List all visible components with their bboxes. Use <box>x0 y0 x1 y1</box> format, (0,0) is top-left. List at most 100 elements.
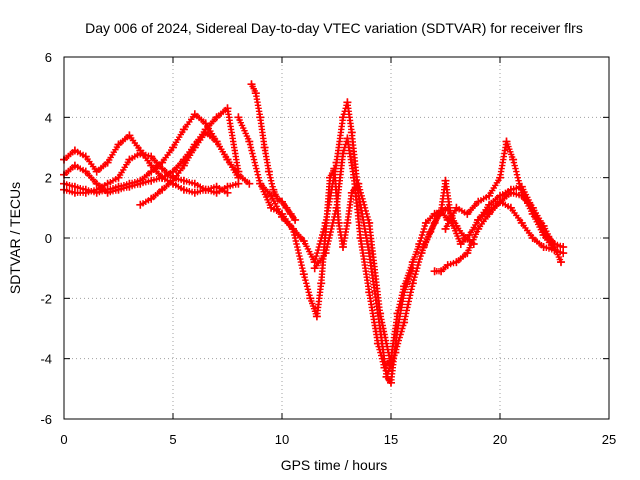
data-point <box>456 240 465 248</box>
data-point <box>373 339 382 348</box>
data-point <box>448 218 456 227</box>
data-point <box>517 182 526 191</box>
data-point <box>539 228 548 236</box>
data-point <box>343 98 352 107</box>
data-point <box>321 218 330 227</box>
data-point <box>103 179 112 188</box>
x-tick-label: 10 <box>275 432 289 447</box>
data-point <box>114 185 123 194</box>
data-point <box>332 203 341 212</box>
data-point <box>114 140 123 149</box>
data-point <box>190 110 199 119</box>
x-tick-label: 20 <box>493 432 507 447</box>
series-line <box>139 131 240 206</box>
data-point <box>347 128 356 137</box>
data-point <box>365 249 374 258</box>
data-point <box>430 218 439 227</box>
data-point <box>286 209 295 218</box>
data-point <box>356 234 365 242</box>
data-point <box>223 182 232 191</box>
data-point <box>212 113 221 122</box>
x-axis-label: GPS time / hours <box>281 457 388 473</box>
data-point <box>382 372 391 381</box>
data-point <box>400 318 409 327</box>
data-point <box>278 212 286 221</box>
axis-ticks: 0 5 10 15 20 25 -6 -4 -2 0 2 4 6 <box>40 50 616 447</box>
data-point <box>81 152 90 161</box>
data-point <box>267 191 276 200</box>
data-point <box>474 197 483 206</box>
data-point <box>234 179 243 188</box>
x-tick-label: 5 <box>169 432 176 447</box>
data-point <box>169 143 177 152</box>
data-point <box>312 312 321 321</box>
data-point <box>452 203 461 212</box>
data-point <box>136 149 145 158</box>
data-point <box>92 167 101 176</box>
data-point <box>380 363 389 372</box>
data-point <box>502 137 511 146</box>
data-point <box>136 200 145 209</box>
data-series-group <box>60 80 568 387</box>
y-tick-label: 6 <box>45 50 52 65</box>
data-point <box>559 243 568 251</box>
data-point <box>408 258 417 267</box>
data-point <box>70 161 79 170</box>
data-point <box>70 146 79 155</box>
data-point <box>169 173 177 182</box>
data-point <box>251 89 260 98</box>
data-point <box>437 206 446 215</box>
data-point <box>452 258 461 267</box>
series-sat-4 <box>136 128 243 209</box>
data-point <box>417 249 426 258</box>
data-point <box>474 224 483 233</box>
data-point <box>343 134 352 143</box>
data-point <box>485 206 494 215</box>
data-point <box>158 185 167 194</box>
data-point <box>474 215 483 224</box>
chart-title: Day 006 of 2024, Sidereal Day-to-day VTE… <box>85 20 583 36</box>
data-point <box>550 246 559 255</box>
data-point <box>306 294 315 303</box>
data-point <box>260 143 269 152</box>
data-point <box>437 267 446 276</box>
data-point <box>103 188 112 197</box>
series-sat-14 <box>474 197 559 255</box>
data-point <box>114 173 123 182</box>
data-point <box>288 224 297 233</box>
y-tick-label: -6 <box>40 412 52 427</box>
data-point <box>212 137 221 146</box>
data-point <box>256 113 265 122</box>
data-point <box>212 188 221 197</box>
data-point <box>528 234 537 242</box>
data-point <box>506 185 515 194</box>
data-point <box>136 179 145 188</box>
data-point <box>317 279 326 288</box>
x-tick-label: 0 <box>60 432 67 447</box>
data-point <box>179 125 188 134</box>
data-point <box>299 270 308 279</box>
data-point <box>179 185 188 194</box>
data-point <box>419 243 428 251</box>
data-point <box>517 218 526 227</box>
data-point <box>391 348 400 357</box>
data-point <box>125 182 134 191</box>
data-point <box>70 188 79 197</box>
data-point <box>267 203 276 212</box>
data-point <box>506 203 515 212</box>
data-point <box>125 155 134 164</box>
data-point <box>81 167 90 176</box>
data-point <box>441 224 450 233</box>
data-point <box>349 173 358 182</box>
data-point <box>463 249 472 258</box>
data-point <box>282 203 291 212</box>
data-point <box>528 203 537 212</box>
data-point <box>223 104 232 113</box>
data-point <box>465 231 474 239</box>
series-sat-13 <box>419 176 568 251</box>
y-tick-label: 0 <box>45 231 52 246</box>
data-point <box>179 176 188 185</box>
data-point <box>147 152 156 161</box>
data-point <box>339 113 347 122</box>
